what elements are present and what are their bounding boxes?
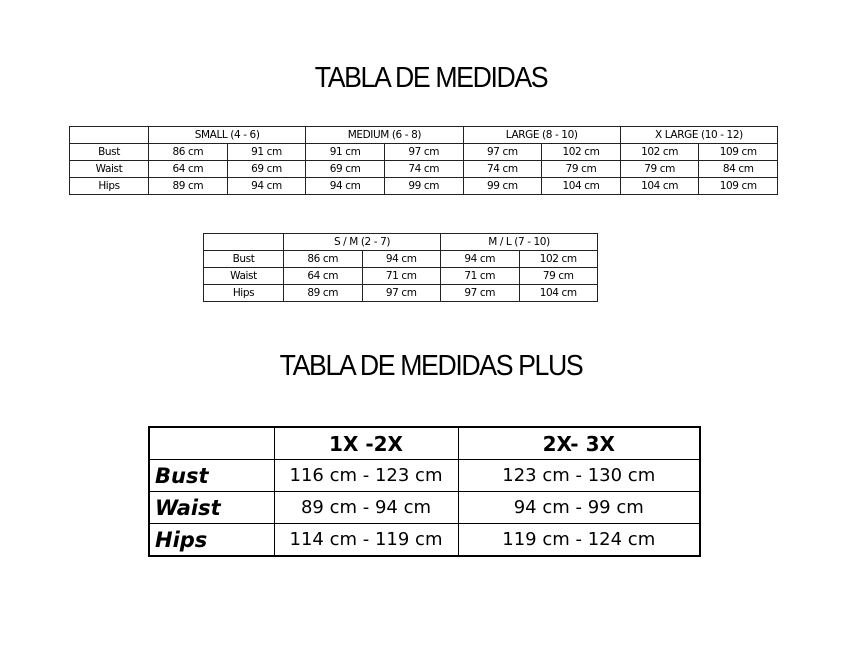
row-label: Bust xyxy=(203,250,284,268)
measurement-cell: 74 cm xyxy=(462,160,543,178)
table-row: Hips 114 cm - 119 cm 119 cm - 124 cm xyxy=(148,523,701,557)
table-row: Waist 64 cm 69 cm 69 cm 74 cm 74 cm 79 cm 79 cm… xyxy=(69,160,779,178)
measurement-cell: 64 cm xyxy=(283,267,363,285)
measurement-cell: 69 cm xyxy=(305,160,385,178)
row-label: Hips xyxy=(69,177,149,195)
measurement-cell: 102 cm xyxy=(619,143,700,161)
plus-size-table: 1X -2X 2X- 3X Bust 116 cm - 123 cm 123 cm - … xyxy=(148,426,701,557)
table-row: Hips 89 cm 94 cm 94 cm 99 cm 99 cm 104 cm 104 c… xyxy=(69,177,779,195)
standard-size-table: SMALL (4 - 6) MEDIUM (6 - 8) LARGE (8 - 10… xyxy=(69,126,779,195)
row-label: Hips xyxy=(148,523,275,557)
measurement-cell: 79 cm xyxy=(518,267,598,285)
measurement-cell: 64 cm xyxy=(148,160,228,178)
measurement-cell: 89 cm xyxy=(148,177,228,195)
measurement-cell: 94 cm - 99 cm xyxy=(457,491,701,524)
header-row: 1X -2X 2X- 3X xyxy=(148,426,701,460)
measurement-cell: 89 cm - 94 cm xyxy=(273,491,459,524)
measurement-cell: 84 cm xyxy=(698,160,779,178)
measurement-cell: 94 cm xyxy=(226,177,307,195)
measurement-cell: 71 cm xyxy=(361,267,441,285)
size-header: X LARGE (10 - 12) xyxy=(619,126,779,144)
size-header: M / L (7 - 10) xyxy=(440,233,598,251)
measurement-cell: 86 cm xyxy=(283,250,363,268)
measurement-cell: 102 cm xyxy=(518,250,598,268)
measurement-cell: 94 cm xyxy=(305,177,385,195)
measurement-cell: 114 cm - 119 cm xyxy=(273,523,459,557)
combo-size-table: S / M (2 - 7) M / L (7 - 10) Bust 86 cm 94 c… xyxy=(203,233,598,302)
measurement-cell: 102 cm xyxy=(541,143,621,161)
measurement-cell: 79 cm xyxy=(619,160,700,178)
title-main: TABLA DE MEDIDAS xyxy=(314,62,549,94)
measurement-cell: 79 cm xyxy=(541,160,621,178)
measurement-cell: 116 cm - 123 cm xyxy=(273,459,459,492)
measurement-cell: 109 cm xyxy=(698,143,779,161)
measurement-cell: 91 cm xyxy=(305,143,385,161)
header-row: S / M (2 - 7) M / L (7 - 10) xyxy=(203,233,598,251)
measurement-cell: 71 cm xyxy=(440,267,520,285)
table-row: Waist 64 cm 71 cm 71 cm 79 cm xyxy=(203,267,598,285)
row-label: Hips xyxy=(203,284,284,302)
measurement-cell: 86 cm xyxy=(148,143,228,161)
size-header: SMALL (4 - 6) xyxy=(147,126,307,144)
size-header: 1X -2X xyxy=(273,426,459,460)
measurement-cell: 89 cm xyxy=(283,284,363,302)
measurement-cell: 104 cm xyxy=(518,284,598,302)
measurement-cell: 91 cm xyxy=(226,143,307,161)
table-row: Bust 86 cm 94 cm 94 cm 102 cm xyxy=(203,250,598,268)
measurement-cell: 74 cm xyxy=(383,160,464,178)
row-label: Waist xyxy=(148,491,275,524)
table-row: Bust 86 cm 91 cm 91 cm 97 cm 97 cm 102 cm 102 c… xyxy=(69,143,779,161)
measurement-cell: 99 cm xyxy=(462,177,543,195)
empty-corner-cell xyxy=(148,426,275,460)
row-label: Bust xyxy=(69,143,149,161)
measurement-cell: 69 cm xyxy=(226,160,307,178)
measurement-cell: 97 cm xyxy=(383,143,464,161)
empty-corner-cell xyxy=(203,233,284,251)
measurement-cell: 94 cm xyxy=(440,250,520,268)
size-header: S / M (2 - 7) xyxy=(283,233,441,251)
measurement-cell: 109 cm xyxy=(698,177,779,195)
measurement-cell: 97 cm xyxy=(361,284,441,302)
table-row: Hips 89 cm 97 cm 97 cm 104 cm xyxy=(203,284,598,302)
measurement-cell: 97 cm xyxy=(440,284,520,302)
size-header: 2X- 3X xyxy=(457,426,701,460)
size-header: MEDIUM (6 - 8) xyxy=(305,126,464,144)
measurement-cell: 99 cm xyxy=(383,177,464,195)
size-header: LARGE (8 - 10) xyxy=(462,126,621,144)
title-plus: TABLA DE MEDIDAS PLUS xyxy=(279,350,584,382)
measurement-cell: 123 cm - 130 cm xyxy=(457,459,701,492)
row-label: Waist xyxy=(203,267,284,285)
header-row: SMALL (4 - 6) MEDIUM (6 - 8) LARGE (8 - 10… xyxy=(69,126,779,144)
table-row: Waist 89 cm - 94 cm 94 cm - 99 cm xyxy=(148,491,701,524)
measurement-cell: 119 cm - 124 cm xyxy=(457,523,701,557)
row-label: Bust xyxy=(148,459,275,492)
measurement-cell: 104 cm xyxy=(619,177,700,195)
measurement-cell: 94 cm xyxy=(361,250,441,268)
measurement-cell: 97 cm xyxy=(462,143,543,161)
table-row: Bust 116 cm - 123 cm 123 cm - 130 cm xyxy=(148,459,701,492)
empty-corner-cell xyxy=(69,126,149,144)
measurement-cell: 104 cm xyxy=(541,177,621,195)
row-label: Waist xyxy=(69,160,149,178)
